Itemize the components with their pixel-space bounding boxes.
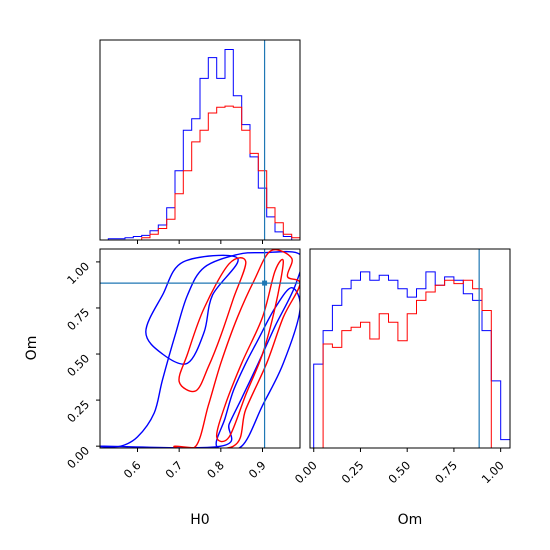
h0-x-tick-label: 0.8 xyxy=(204,458,227,481)
om-histogram-frame xyxy=(309,248,511,449)
blue-outer-contour xyxy=(100,250,300,448)
om-histogram-panel: 0.00 0.25 0.50 0.75 1.00 Om xyxy=(292,248,511,528)
h0-x-tick-label: 0.6 xyxy=(121,458,144,481)
red-outer-contour xyxy=(173,249,300,448)
h0-axis-label: H0 xyxy=(190,512,209,528)
h0-om-contour-panel: 0.6 0.7 0.8 0.9 0.00 0.25 0.50 0.75 1.00 H0 Om xyxy=(24,248,301,528)
h0-histogram-panel xyxy=(99,39,301,244)
om-x-axis-label: Om xyxy=(398,512,423,528)
h0-om-contour-frame xyxy=(99,248,301,449)
om-x-tick-label: 0.50 xyxy=(385,458,413,486)
h0-histogram-blue-series xyxy=(107,49,293,240)
om-x-tick-label: 1.00 xyxy=(479,458,507,486)
red-inner-contour xyxy=(215,258,284,443)
om-y-tick-label: 1.00 xyxy=(64,259,92,287)
om-y-tick-label: 0.00 xyxy=(64,443,92,471)
om-y-axis-label: Om xyxy=(24,336,40,361)
om-x-tick-label: 0.75 xyxy=(432,458,460,486)
red-inner-contour xyxy=(178,257,247,393)
om-y-tick-label: 0.25 xyxy=(64,397,92,425)
h0-x-tick-label: 0.9 xyxy=(246,458,269,481)
h0-histogram-red-series xyxy=(141,105,301,240)
om-x-tick-label: 0.25 xyxy=(339,458,367,486)
blue-inner-contour xyxy=(145,254,239,365)
om-y-tick-label: 0.50 xyxy=(64,351,92,379)
blue-inner-contour xyxy=(215,287,300,448)
om-histogram-blue-series xyxy=(313,271,510,448)
om-y-tick-label: 0.75 xyxy=(64,305,92,333)
om-x-tick-label: 0.00 xyxy=(292,458,320,486)
om-histogram-red-series xyxy=(313,279,501,448)
truth-marker xyxy=(262,280,268,286)
h0-histogram-frame xyxy=(99,39,301,241)
h0-x-tick-label: 0.7 xyxy=(162,458,185,481)
